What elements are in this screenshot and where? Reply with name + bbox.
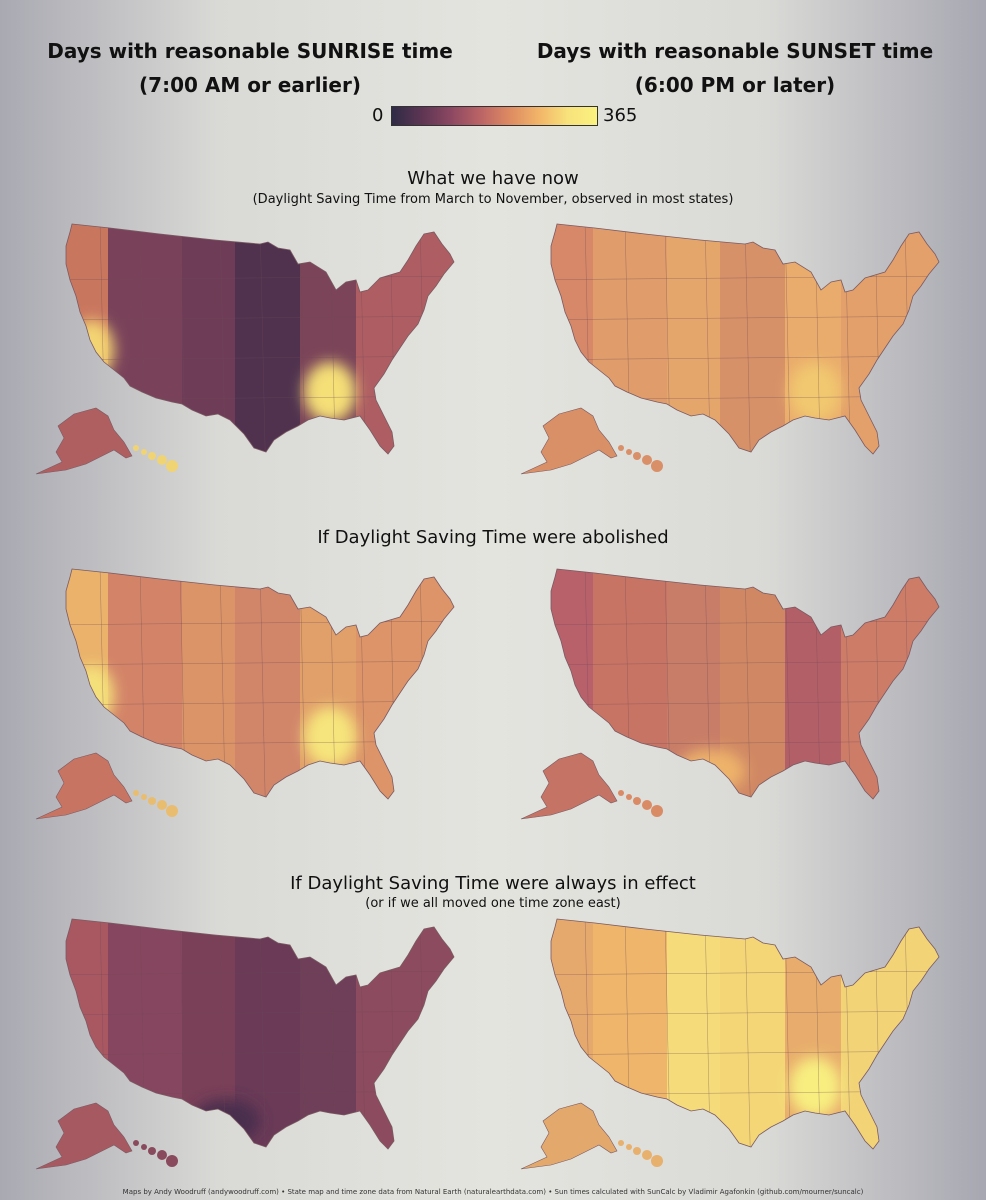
hawaii-island — [148, 452, 156, 460]
hawaii-island — [157, 455, 167, 465]
gradient-highlight — [70, 665, 114, 725]
hawaii-island — [633, 1147, 641, 1155]
time-zone-band — [667, 224, 721, 454]
gradient-highlight — [192, 1099, 260, 1143]
time-zone-band — [300, 224, 357, 454]
map-abolished-sunrise — [35, 568, 455, 820]
section-title-current: What we have now — [407, 168, 579, 189]
map-abolished-sunset — [520, 568, 940, 820]
hawaii-island — [141, 794, 147, 800]
hawaii-island — [133, 1140, 139, 1146]
gradient-highlight — [304, 707, 356, 767]
sunset-header: Days with reasonable SUNSET time (6:00 P… — [515, 34, 955, 102]
hawaii-island — [166, 805, 178, 817]
hawaii-island — [141, 449, 147, 455]
hawaii-island — [148, 1147, 156, 1155]
time-zone-band — [182, 569, 236, 799]
time-zone-band — [182, 224, 236, 454]
hawaii-island — [133, 790, 139, 796]
hawaii-island — [642, 1150, 652, 1160]
gradient-highlight — [304, 362, 356, 422]
hawaii-island — [618, 790, 624, 796]
hawaii-island — [157, 1150, 167, 1160]
sunrise-header: Days with reasonable SUNRISE time (7:00 … — [30, 34, 470, 102]
hawaii-island — [618, 445, 624, 451]
us-outline — [550, 223, 940, 455]
time-zone-band — [300, 569, 357, 799]
sunset-title: Days with reasonable SUNSET time — [536, 39, 934, 63]
time-zone-band — [182, 919, 236, 1149]
time-zone-band — [235, 569, 301, 799]
legend-gradient-bar — [391, 106, 598, 126]
time-zone-band — [667, 919, 721, 1149]
map-current-sunrise — [35, 223, 455, 475]
us-outline — [65, 223, 455, 455]
legend-min-label: 0 — [372, 105, 384, 126]
hawaii-island — [626, 794, 632, 800]
section-subtitle-current: (Daylight Saving Time from March to Nove… — [252, 192, 734, 207]
map-permanent-sunset — [520, 918, 940, 1170]
legend-max-label: 365 — [603, 105, 638, 126]
us-outline — [550, 918, 940, 1150]
alaska-shape — [35, 752, 133, 820]
alaska-shape — [520, 752, 618, 820]
hawaii-island — [166, 460, 178, 472]
us-outline — [550, 568, 940, 800]
section-title-abolished: If Daylight Saving Time were abolished — [317, 527, 669, 548]
color-legend: 0 365 — [372, 103, 642, 129]
hawaii-island — [133, 445, 139, 451]
alaska-shape — [520, 407, 618, 475]
hawaii-island — [642, 455, 652, 465]
gradient-highlight — [70, 320, 114, 380]
alaska-shape — [35, 407, 133, 475]
map-permanent-sunrise — [35, 918, 455, 1170]
credits: Maps by Andy Woodruff (andywoodruff.com)… — [122, 1188, 864, 1196]
gradient-highlight — [789, 362, 841, 422]
hawaii-island — [141, 1144, 147, 1150]
hawaii-island — [626, 449, 632, 455]
sunrise-criterion: (7:00 AM or earlier) — [139, 73, 361, 97]
hawaii-island — [651, 460, 663, 472]
section-title-permanent: If Daylight Saving Time were always in e… — [290, 873, 696, 894]
gradient-highlight — [677, 749, 745, 793]
time-zone-band — [300, 919, 357, 1149]
time-zone-band — [720, 224, 786, 454]
hawaii-island — [148, 797, 156, 805]
hawaii-island — [651, 1155, 663, 1167]
alaska-shape — [35, 1102, 133, 1170]
time-zone-band — [235, 224, 301, 454]
hawaii-island — [633, 797, 641, 805]
hawaii-island — [626, 1144, 632, 1150]
hawaii-island — [651, 805, 663, 817]
time-zone-band — [785, 224, 842, 454]
sunrise-title: Days with reasonable SUNRISE time — [47, 39, 453, 63]
hawaii-island — [166, 1155, 178, 1167]
time-zone-band — [785, 919, 842, 1149]
time-zone-band — [667, 569, 721, 799]
time-zone-band — [720, 919, 786, 1149]
us-outline — [65, 568, 455, 800]
time-zone-band — [785, 569, 842, 799]
section-subtitle-permanent: (or if we all moved one time zone east) — [365, 896, 621, 911]
map-current-sunset — [520, 223, 940, 475]
hawaii-island — [157, 800, 167, 810]
sunset-criterion: (6:00 PM or later) — [634, 73, 836, 97]
hawaii-island — [642, 800, 652, 810]
gradient-highlight — [789, 1057, 841, 1117]
us-outline — [65, 918, 455, 1150]
alaska-shape — [520, 1102, 618, 1170]
hawaii-island — [618, 1140, 624, 1146]
hawaii-island — [633, 452, 641, 460]
